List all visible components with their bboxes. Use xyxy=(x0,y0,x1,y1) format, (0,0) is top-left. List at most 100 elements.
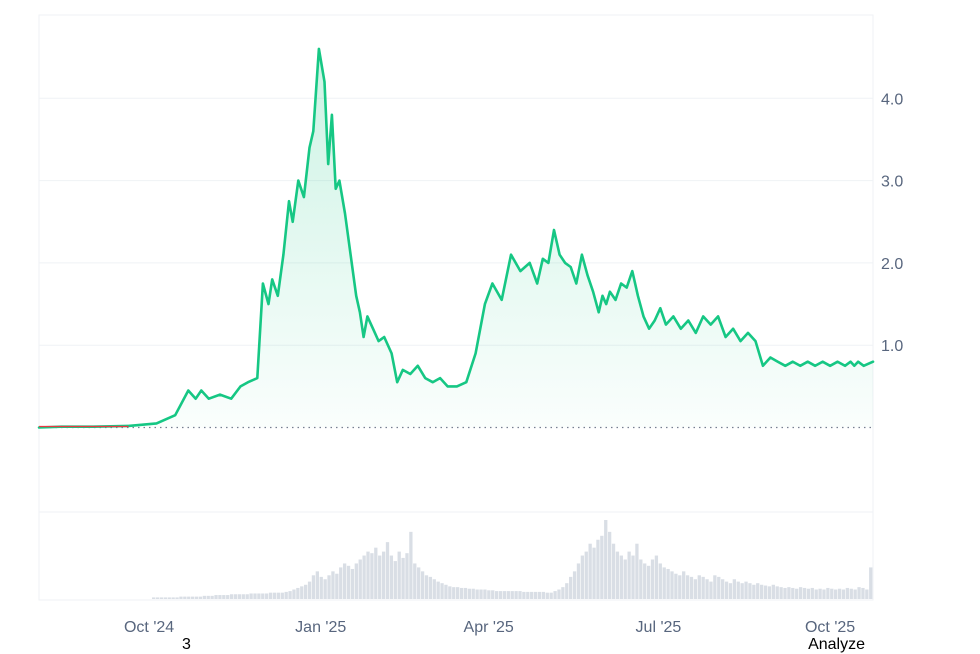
y-tick-label: 2.0 xyxy=(881,256,903,273)
volume-bar xyxy=(327,575,331,599)
volume-bar xyxy=(615,551,620,599)
volume-bar xyxy=(229,594,234,599)
volume-bar xyxy=(748,583,752,599)
volume-bar xyxy=(627,551,631,599)
volume-bar xyxy=(740,583,744,599)
volume-bar xyxy=(498,591,503,599)
volume-bar xyxy=(284,591,288,599)
volume-bar xyxy=(342,563,347,599)
volume-bar xyxy=(646,565,651,599)
volume-bar xyxy=(288,591,292,599)
volume-bar xyxy=(635,543,639,599)
volume-bar xyxy=(763,585,768,599)
x-tick-label: Oct '24 xyxy=(124,619,174,636)
volume-bar xyxy=(370,553,374,599)
x-tick-label: Apr '25 xyxy=(464,619,514,636)
volume-bar xyxy=(861,587,865,599)
volume-bar xyxy=(865,589,869,599)
volume-bar xyxy=(163,597,168,599)
volume-bar xyxy=(674,573,678,599)
price-line xyxy=(37,47,875,429)
footer-count: 3 xyxy=(182,636,191,653)
volume-bar xyxy=(658,563,662,599)
volume-bar xyxy=(374,547,378,599)
volume-bar xyxy=(759,584,764,599)
volume-bar xyxy=(580,555,585,599)
volume-bars xyxy=(152,520,873,599)
volume-bar xyxy=(701,576,705,599)
volume-bar xyxy=(631,555,635,599)
volume-bar xyxy=(218,595,222,599)
volume-bar xyxy=(393,561,397,599)
volume-bar xyxy=(713,575,717,599)
volume-bar xyxy=(502,591,507,599)
volume-bar xyxy=(280,592,284,599)
volume-bar xyxy=(654,555,659,599)
volume-bar xyxy=(179,596,183,599)
volume-bar xyxy=(522,591,526,599)
volume-bar xyxy=(724,581,729,599)
volume-bar xyxy=(869,567,873,599)
volume-bar xyxy=(304,584,308,599)
price-area xyxy=(39,48,873,428)
volume-bar xyxy=(619,555,623,599)
volume-bar xyxy=(779,587,783,599)
volume-bar xyxy=(697,575,701,599)
volume-bar xyxy=(771,584,775,599)
volume-bar xyxy=(471,588,475,599)
volume-bar xyxy=(565,583,569,599)
volume-bar xyxy=(366,551,370,599)
volume-bar xyxy=(545,592,549,599)
volume-bar xyxy=(845,587,850,599)
volume-bar xyxy=(428,576,433,599)
volume-bar xyxy=(187,596,191,599)
volume-bar xyxy=(226,595,230,599)
volume-bar xyxy=(249,593,253,599)
volume-bar xyxy=(323,579,327,599)
volume-bar xyxy=(561,587,565,599)
volume-bar xyxy=(705,579,709,599)
volume-bar xyxy=(787,587,791,599)
volume-bar xyxy=(756,583,760,599)
volume-bar xyxy=(159,597,164,599)
volume-bar xyxy=(358,559,362,599)
volume-bar xyxy=(802,587,807,599)
volume-bar xyxy=(331,571,335,599)
volume-bar xyxy=(670,571,674,599)
volume-bar xyxy=(467,588,471,599)
x-tick-label: Oct '25 xyxy=(805,619,855,636)
volume-bar xyxy=(491,590,495,599)
volume-bar xyxy=(572,571,577,599)
volume-bar xyxy=(783,587,787,599)
volume-bar xyxy=(448,586,452,599)
volume-bar xyxy=(600,535,604,599)
volume-bar xyxy=(483,589,487,599)
volume-bar xyxy=(265,593,269,599)
volume-bar xyxy=(311,575,316,599)
analyze-link[interactable]: Analyze xyxy=(808,636,865,653)
volume-bar xyxy=(506,591,510,599)
volume-bar xyxy=(354,563,358,599)
volume-bar xyxy=(444,584,448,599)
volume-bar xyxy=(736,581,740,599)
volume-bar xyxy=(693,579,698,599)
volume-bar xyxy=(300,586,304,599)
volume-bar xyxy=(841,589,846,599)
volume-bar xyxy=(643,563,647,599)
volume-bar xyxy=(261,593,265,599)
volume-bar xyxy=(557,589,561,599)
volume-bar xyxy=(194,596,199,599)
volume-bar xyxy=(510,591,514,599)
volume-bar xyxy=(611,543,616,599)
volume-bar xyxy=(732,579,736,599)
volume-bar xyxy=(436,581,440,599)
volume-bar xyxy=(837,588,842,599)
volume-bar xyxy=(775,586,779,599)
volume-bar xyxy=(549,592,553,599)
volume-bar xyxy=(198,596,203,599)
volume-bar xyxy=(709,581,713,599)
x-tick-label: Jul '25 xyxy=(636,619,682,636)
volume-bar xyxy=(822,589,826,599)
volume-bar xyxy=(222,595,226,599)
